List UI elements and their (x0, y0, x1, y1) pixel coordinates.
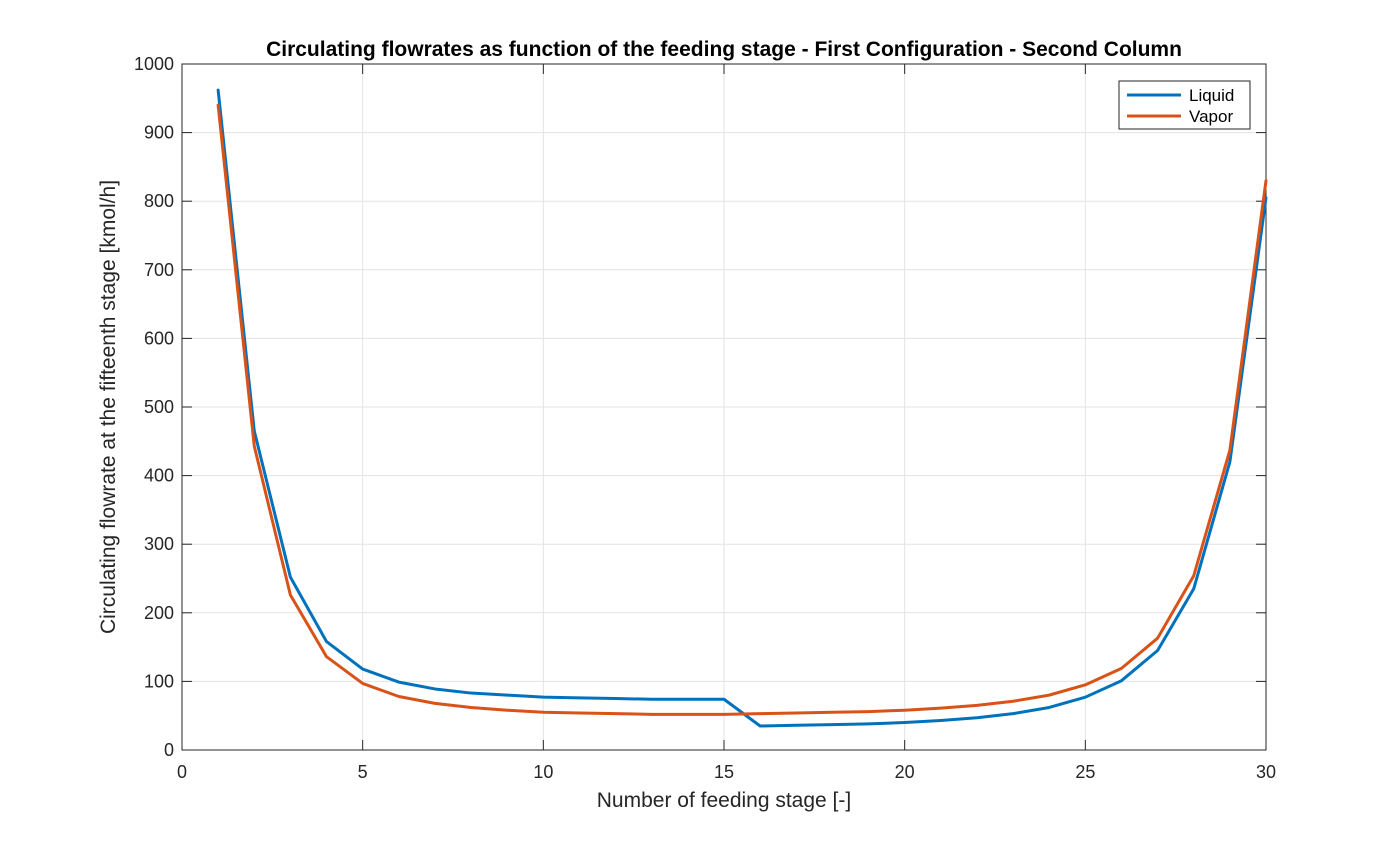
y-tick-label: 900 (144, 123, 174, 143)
y-tick-label: 0 (164, 740, 174, 760)
y-axis-label: Circulating flowrate at the fifteenth st… (97, 180, 120, 634)
x-tick-label: 15 (714, 762, 734, 782)
y-tick-label: 500 (144, 397, 174, 417)
y-tick-label: 700 (144, 260, 174, 280)
x-tick-label: 5 (358, 762, 368, 782)
y-tick-label: 300 (144, 534, 174, 554)
y-tick-label: 100 (144, 671, 174, 691)
x-tick-label: 30 (1256, 762, 1276, 782)
legend-box (1118, 80, 1251, 130)
x-tick-label: 10 (533, 762, 553, 782)
series-line-liquid (216, 88, 1268, 728)
series-line-vapor (216, 103, 1268, 716)
legend: Liquid Vapor (1118, 80, 1251, 130)
y-tick-label: 200 (144, 603, 174, 623)
y-tick-label: 400 (144, 466, 174, 486)
series-layer (216, 88, 1268, 728)
x-tick-label: 25 (1075, 762, 1095, 782)
x-tick-label: 20 (895, 762, 915, 782)
x-axis-label: Number of feeding stage [-] (597, 789, 851, 812)
legend-label-vapor: Vapor (1189, 107, 1233, 126)
chart-title: Circulating flowrates as function of the… (266, 38, 1182, 61)
axes: 0 5 10 15 20 25 300100200300400500600700800900… (134, 54, 1276, 782)
y-tick-label: 800 (144, 191, 174, 211)
legend-label-liquid: Liquid (1189, 86, 1234, 105)
x-tick-label: 0 (177, 762, 187, 782)
grid (181, 63, 1267, 751)
y-tick-label: 1000 (134, 54, 174, 74)
y-tick-label: 600 (144, 328, 174, 348)
